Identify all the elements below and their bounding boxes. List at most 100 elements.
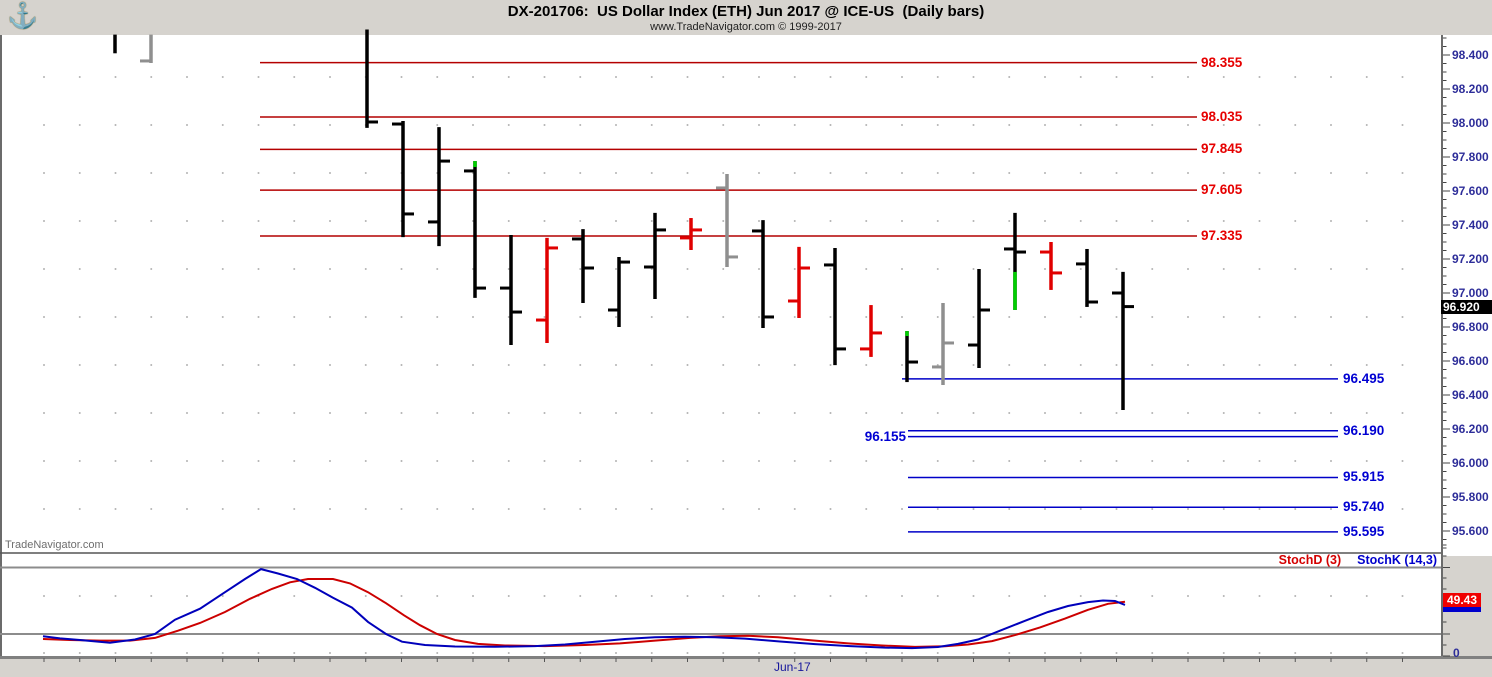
grid-dot (329, 508, 331, 510)
grid-dot (793, 172, 796, 174)
grid-dot (400, 652, 403, 654)
grid-dot (1330, 220, 1332, 222)
grid-dot (150, 412, 153, 414)
grid-dot (829, 316, 832, 318)
grid-dot (1115, 76, 1118, 78)
grid-dot (1044, 316, 1046, 318)
grid-dot (1151, 652, 1154, 654)
price-axis[interactable] (1443, 35, 1492, 556)
grid-dot (972, 595, 975, 597)
grid-dot (472, 124, 474, 126)
grid-dot (1258, 172, 1261, 174)
grid-dot (472, 316, 474, 318)
grid-dot (1401, 412, 1404, 414)
grid-dot (114, 76, 117, 78)
grid-dot (1401, 595, 1404, 597)
grid-dot (257, 652, 260, 654)
grid-dot (972, 316, 975, 318)
grid-dot (972, 364, 975, 366)
grid-dot (1187, 172, 1189, 174)
date-axis-strip[interactable] (0, 659, 1492, 677)
grid-dot (293, 652, 296, 654)
grid-dot (686, 268, 689, 270)
grid-dot (1365, 364, 1368, 366)
grid-dot (579, 412, 582, 414)
grid-dot (507, 364, 510, 366)
grid-dot (114, 172, 117, 174)
grid-dot (901, 172, 903, 174)
grid-dot (293, 460, 296, 462)
grid-dot (221, 460, 224, 462)
grid-dot (758, 172, 760, 174)
grid-dot (186, 124, 188, 126)
grid-dot (901, 76, 903, 78)
price-axis-tick-label: 97.800 (1452, 150, 1489, 164)
grid-dot (150, 595, 153, 597)
grid-dot (865, 652, 868, 654)
grid-dot (1008, 412, 1011, 414)
grid-dot (1151, 508, 1154, 510)
grid-dot (1079, 268, 1082, 270)
grid-dot (543, 595, 546, 597)
grid-dot (1258, 460, 1261, 462)
indicator-zero-label: 0 (1453, 646, 1460, 660)
grid-dot (150, 268, 153, 270)
grid-dot (1079, 76, 1082, 78)
grid-dot (1008, 508, 1011, 510)
grid-dot (1115, 364, 1118, 366)
grid-dot (150, 76, 153, 78)
grid-dot (686, 316, 689, 318)
grid-dot (329, 220, 331, 222)
grid-dot (829, 508, 832, 510)
grid-dot (1365, 595, 1368, 597)
grid-dot (1008, 76, 1011, 78)
grid-dot (865, 172, 868, 174)
grid-dot (901, 595, 903, 597)
stochk-legend-label[interactable]: StochK (14,3) (1357, 552, 1437, 567)
grid-dot (472, 652, 474, 654)
grid-dot (1151, 364, 1154, 366)
grid-dot (221, 364, 224, 366)
stochd-legend-label[interactable]: StochD (3) (1278, 552, 1342, 567)
grid-dot (1258, 652, 1261, 654)
resistance-level-label: 97.845 (1201, 141, 1243, 157)
grid-dot (1008, 124, 1011, 126)
grid-dot (329, 76, 331, 78)
grid-dot (43, 595, 45, 597)
grid-dot (1187, 412, 1189, 414)
grid-dot (829, 220, 832, 222)
grid-dot (1222, 652, 1225, 654)
grid-dot (1044, 268, 1046, 270)
resistance-level-label: 97.335 (1201, 228, 1243, 244)
support-level-label: 95.595 (1343, 523, 1385, 539)
grid-dot (221, 76, 224, 78)
grid-dot (43, 172, 45, 174)
grid-dot (1115, 172, 1118, 174)
grid-dot (1294, 316, 1297, 318)
grid-dot (1330, 652, 1332, 654)
grid-dot (793, 220, 796, 222)
grid-dot (186, 220, 188, 222)
grid-dot (936, 595, 939, 597)
grid-dot (1115, 124, 1118, 126)
grid-dot (400, 508, 403, 510)
grid-dot (758, 220, 760, 222)
grid-dot (364, 652, 367, 654)
price-axis-tick-label: 98.000 (1452, 116, 1489, 130)
grid-dot (901, 268, 903, 270)
grid-dot (221, 268, 224, 270)
grid-dot (1365, 172, 1368, 174)
watermark-text: TradeNavigator.com (5, 539, 104, 551)
grid-dot (972, 76, 975, 78)
grid-dot (758, 76, 760, 78)
grid-dot (1401, 268, 1404, 270)
price-axis-tick-label: 96.400 (1452, 388, 1489, 402)
grid-dot (936, 316, 939, 318)
grid-dot (436, 124, 439, 126)
grid-dot (329, 460, 331, 462)
grid-dot (1044, 508, 1046, 510)
grid-dot (1294, 364, 1297, 366)
price-axis-tick-label: 97.000 (1452, 286, 1489, 300)
stochd-curve (42, 578, 1126, 648)
price-axis-tick-label: 97.400 (1452, 218, 1489, 232)
